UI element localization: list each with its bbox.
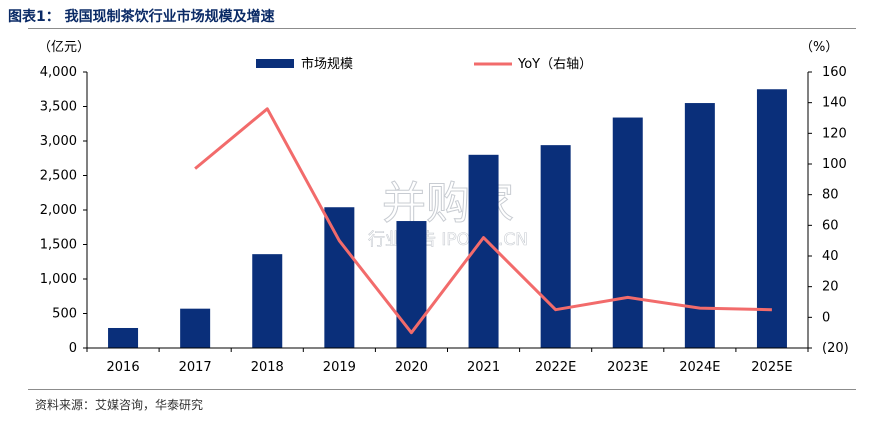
right-tick-label: 60 <box>822 218 839 233</box>
x-tick-label: 2022E <box>535 360 576 375</box>
bar-2025E <box>756 89 787 348</box>
right-tick-label: 120 <box>822 126 847 141</box>
x-tick-label: 2024E <box>679 360 720 375</box>
legend-swatch-bar <box>256 59 294 68</box>
right-tick-label: 20 <box>822 280 839 295</box>
left-tick-label: 0 <box>69 341 77 356</box>
x-tick-label: 2021 <box>467 360 500 375</box>
source-note: 资料来源：艾媒咨询，华泰研究 <box>35 398 204 412</box>
bar-2017 <box>180 308 211 348</box>
right-axis-unit: （%） <box>800 40 838 55</box>
right-tick-label: 100 <box>822 157 847 172</box>
watermark-sub: 行业报告 IPOIPO.CN <box>368 230 528 250</box>
left-tick-label: 1,000 <box>40 272 77 287</box>
x-tick-label: 2025E <box>751 360 792 375</box>
bar-2018 <box>252 254 283 348</box>
x-tick-label: 2016 <box>107 360 140 375</box>
right-tick-label: 40 <box>822 249 839 264</box>
right-tick-label: (20) <box>822 341 849 356</box>
bar-2016 <box>108 327 139 348</box>
legend-label-line: YoY（右轴） <box>517 57 592 72</box>
x-tick-label: 2019 <box>323 360 356 375</box>
figure-title: 图表1： 我国现制茶饮行业市场规模及增速 <box>8 9 275 25</box>
yoy-line <box>194 107 772 335</box>
source-rule <box>28 389 856 390</box>
x-tick-label: 2023E <box>607 360 648 375</box>
left-axis-unit: （亿元） <box>38 40 90 55</box>
left-tick-label: 2,000 <box>40 203 77 218</box>
right-tick-label: 0 <box>822 310 830 325</box>
left-tick-label: 2,500 <box>40 169 77 184</box>
left-tick-label: 3,500 <box>40 100 77 115</box>
x-tick-label: 2018 <box>251 360 284 375</box>
bar-2023E <box>612 117 643 348</box>
bar-2019 <box>324 207 355 348</box>
right-tick-label: 140 <box>822 96 847 111</box>
left-tick-label: 3,000 <box>40 134 77 149</box>
left-tick-label: 500 <box>52 307 77 322</box>
right-tick-label: 80 <box>822 188 839 203</box>
legend-label-bar: 市场规模 <box>301 56 353 72</box>
right-tick-label: 160 <box>822 65 847 80</box>
left-tick-label: 1,500 <box>40 238 77 253</box>
bar-2022E <box>540 145 571 348</box>
title-rule <box>28 28 856 29</box>
x-tick-label: 2017 <box>179 360 212 375</box>
bar-2020 <box>396 221 427 348</box>
x-tick-label: 2020 <box>395 360 428 375</box>
left-tick-label: 4,000 <box>40 65 77 80</box>
bar-2024E <box>684 103 715 348</box>
